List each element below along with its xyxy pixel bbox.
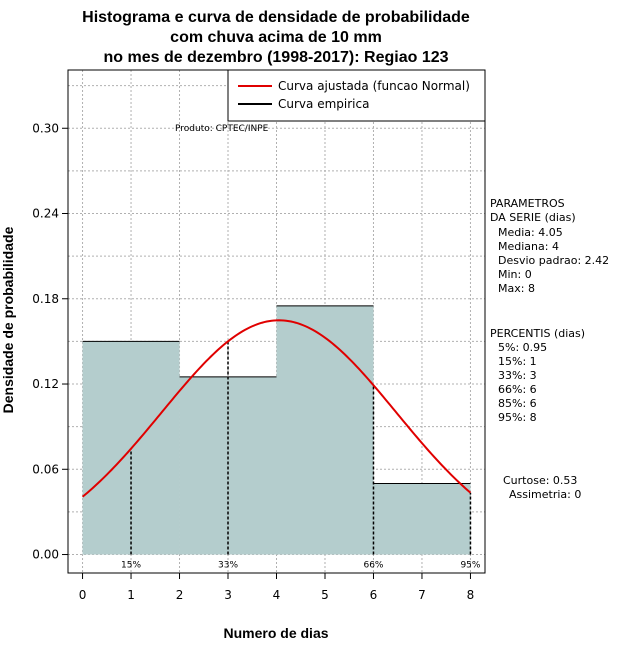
histogram-bars: [82, 305, 471, 555]
y-tick-label: 0.18: [32, 292, 59, 306]
x-tick-label: 1: [127, 588, 135, 602]
y-tick-label: 0.12: [32, 377, 59, 391]
x-axis: 0 1 2 3 4 5 6 7 8: [79, 573, 475, 602]
x-tick-label: 5: [321, 588, 329, 602]
x-axis-label: Numero de dias: [223, 625, 328, 641]
legend-box: [227, 69, 486, 122]
histogram-bar: [373, 483, 471, 555]
percentile-66: 66%: 6: [498, 383, 537, 396]
legend: Curva ajustada (funcao Normal) Curva emp…: [227, 69, 486, 122]
fitted-curve-group: [81, 319, 472, 498]
percentiles-block: PERCENTIS (dias) 5%: 0.95 15%: 1 33%: 3 …: [490, 327, 585, 424]
x-tick-label: 4: [273, 588, 281, 602]
kurtosis: Curtose: 0.53: [503, 474, 577, 487]
param-max: Max: 8: [498, 282, 535, 295]
product-credit: Produto: CPTEC/INPE: [175, 124, 269, 134]
percentile-15: 15%: 1: [498, 355, 537, 368]
chart-title-line-3: no mes de dezembro (1998-2017): Regiao 1…: [103, 49, 448, 66]
histogram-bar: [179, 376, 277, 555]
percentile-label: 33%: [218, 561, 238, 571]
param-sd: Desvio padrao: 2.42: [498, 254, 609, 267]
parameters-title-2: DA SERIE (dias): [490, 211, 576, 224]
x-tick-label: 7: [418, 588, 426, 602]
legend-label-empirical: Curva empirica: [278, 97, 369, 111]
percentile-85: 85%: 6: [498, 397, 537, 410]
y-tick-label: 0.06: [32, 462, 59, 476]
param-median: Mediana: 4: [498, 240, 559, 253]
percentile-label: 66%: [363, 561, 383, 571]
x-tick-label: 2: [176, 588, 184, 602]
y-tick-label: 0.30: [32, 121, 59, 135]
percentile-33: 33%: 3: [498, 369, 537, 382]
percentile-label: 15%: [121, 561, 141, 571]
chart-title-line-2: com chuva acima de 10 mm: [170, 29, 382, 46]
series-parameters: PARAMETROS DA SERIE (dias) Media: 4.05 M…: [490, 197, 609, 295]
fitted-normal-curve: [81, 319, 472, 498]
chart-title-line-1: Histograma e curva de densidade de proba…: [82, 9, 470, 26]
percentiles-title: PERCENTIS (dias): [490, 327, 585, 340]
y-axis-label: Densidade de probabilidade: [0, 226, 16, 413]
parameters-title-1: PARAMETROS: [490, 197, 565, 210]
x-tick-label: 6: [370, 588, 378, 602]
y-axis: 0.00 0.06 0.12 0.18 0.24 0.30: [32, 121, 68, 562]
x-tick-label: 0: [79, 588, 87, 602]
percentile-label: 95%: [460, 561, 480, 571]
y-tick-label: 0.00: [32, 548, 59, 562]
y-tick-label: 0.24: [32, 207, 59, 221]
percentile-95: 95%: 8: [498, 411, 537, 424]
shape-stats: Curtose: 0.53 Assimetria: 0: [503, 474, 581, 501]
percentile-labels: 15% 33% 66% 95%: [121, 561, 481, 571]
param-mean: Media: 4.05: [498, 226, 563, 239]
percentile-5: 5%: 0.95: [498, 341, 547, 354]
legend-label-fitted: Curva ajustada (funcao Normal): [278, 79, 470, 93]
percentile-lines: [130, 341, 472, 555]
param-min: Min: 0: [498, 268, 532, 281]
x-tick-label: 8: [467, 588, 475, 602]
x-tick-label: 3: [224, 588, 232, 602]
histogram-bar: [276, 305, 374, 555]
skewness: Assimetria: 0: [509, 488, 581, 501]
